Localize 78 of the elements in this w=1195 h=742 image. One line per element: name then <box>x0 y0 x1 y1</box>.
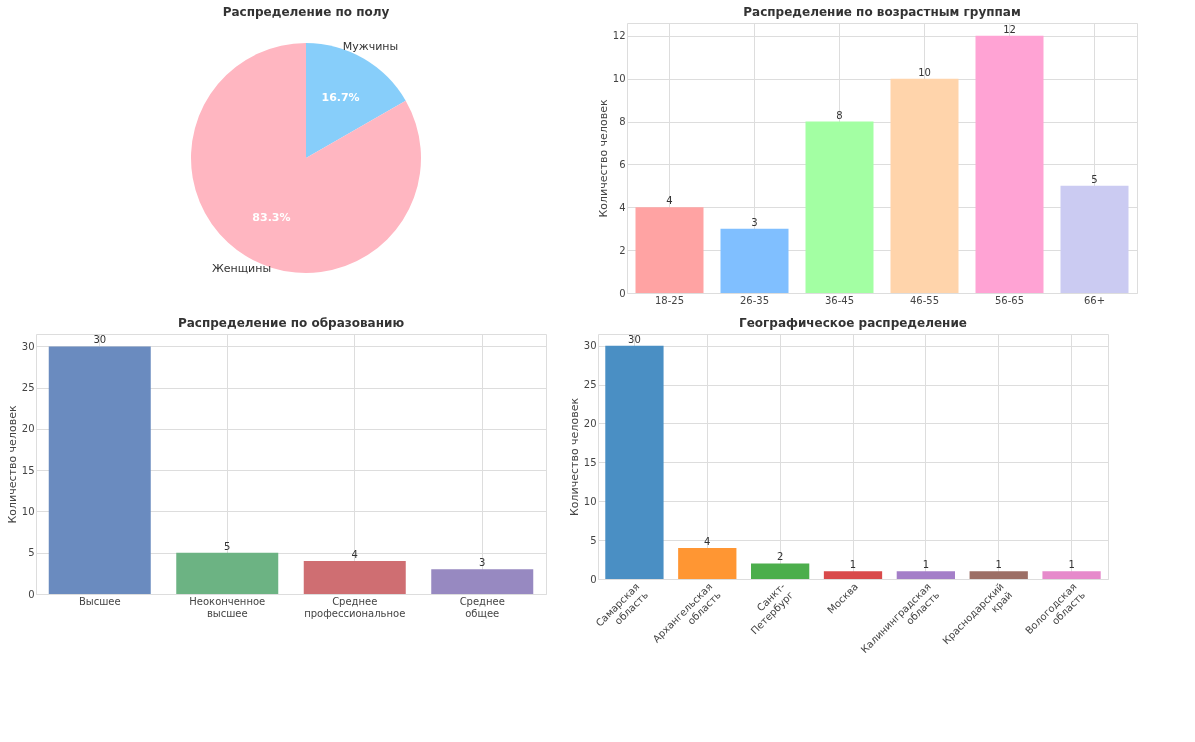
y-tick-label: 2 <box>619 244 626 256</box>
x-tick-label: Высшее <box>78 595 121 607</box>
x-tick-label: 26-35 <box>739 294 770 306</box>
bar <box>896 571 955 579</box>
y-tick-label: 30 <box>583 340 597 352</box>
data-label: 30 <box>628 333 641 345</box>
y-tick-label: 5 <box>590 534 597 546</box>
x-tick-label: 66+ <box>1083 294 1106 306</box>
pie-slice <box>191 43 421 273</box>
bar <box>751 563 810 579</box>
data-label: 1 <box>849 559 857 571</box>
bar <box>975 35 1044 293</box>
data-label: 8 <box>836 109 843 121</box>
data-label: 1 <box>1068 559 1075 571</box>
bar <box>720 228 789 293</box>
chart-title: Распределение по возрастным группам <box>743 5 1021 19</box>
pie-slice <box>306 43 406 158</box>
data-label: 4 <box>351 548 358 560</box>
data-label: 5 <box>1091 173 1098 185</box>
y-axis-title: Количество человек <box>5 405 19 524</box>
bar <box>969 571 1028 579</box>
x-tick-label: Среднее профессиональное <box>304 595 406 619</box>
bar <box>678 547 737 579</box>
data-label: 2 <box>776 551 784 563</box>
data-label: 3 <box>751 216 758 228</box>
bar <box>605 345 664 579</box>
chart-title: Распределение по образованию <box>177 316 405 330</box>
data-label: 1 <box>922 559 930 571</box>
slice-label: Мужчины <box>342 39 399 53</box>
y-tick-label: 6 <box>619 158 626 170</box>
y-tick-label: 25 <box>21 382 35 394</box>
data-label: 5 <box>224 540 231 552</box>
data-label: 4 <box>704 535 711 547</box>
bar <box>1042 571 1101 579</box>
y-tick-label: 20 <box>583 417 597 429</box>
y-tick-label: 25 <box>583 379 597 391</box>
y-tick-label: 30 <box>21 340 35 352</box>
x-tick-label: 56-65 <box>994 294 1025 306</box>
data-label: 30 <box>93 334 107 346</box>
data-label: 10 <box>918 66 931 78</box>
y-tick-label: 15 <box>21 464 35 476</box>
y-tick-label: 0 <box>590 573 597 585</box>
bar <box>303 560 406 594</box>
y-tick-label: 10 <box>21 505 35 517</box>
bar <box>431 569 534 594</box>
y-tick-label: 8 <box>619 116 626 128</box>
y-tick-label: 4 <box>619 201 626 213</box>
data-label: 1 <box>995 559 1002 571</box>
bar <box>176 552 279 594</box>
y-tick-label: 12 <box>612 30 626 42</box>
chart-title: Распределение по полу <box>222 5 390 19</box>
data-label: 16.7% <box>321 91 360 105</box>
y-tick-label: 0 <box>619 287 626 299</box>
x-tick-label: Среднее общее <box>459 595 505 619</box>
bar <box>823 571 883 579</box>
slice-label: Женщины <box>211 262 272 276</box>
y-tick-label: 0 <box>28 588 35 600</box>
bar <box>890 78 959 293</box>
data-label: 3 <box>479 557 486 569</box>
data-label: 4 <box>666 195 673 207</box>
bar <box>48 346 151 594</box>
x-tick-label: Неоконченное высшее <box>189 595 266 619</box>
y-axis-title: Количество человек <box>567 397 581 517</box>
y-tick-label: 10 <box>612 73 626 85</box>
y-tick-label: 15 <box>583 456 597 468</box>
y-tick-label: 5 <box>28 547 35 559</box>
data-label: 83.3% <box>252 210 291 224</box>
bar <box>1060 185 1129 293</box>
x-tick-label: 46-55 <box>909 294 940 306</box>
y-axis-title: Количество человек <box>596 99 610 218</box>
bar <box>635 207 704 293</box>
x-tick-label: 18-25 <box>654 294 685 306</box>
data-label: 12 <box>1003 23 1016 35</box>
chart-title: Географическое распределение <box>739 316 967 330</box>
y-tick-label: 20 <box>21 423 35 435</box>
x-tick-label: 36-45 <box>824 294 855 306</box>
bar <box>805 121 874 293</box>
y-tick-label: 10 <box>583 495 597 507</box>
